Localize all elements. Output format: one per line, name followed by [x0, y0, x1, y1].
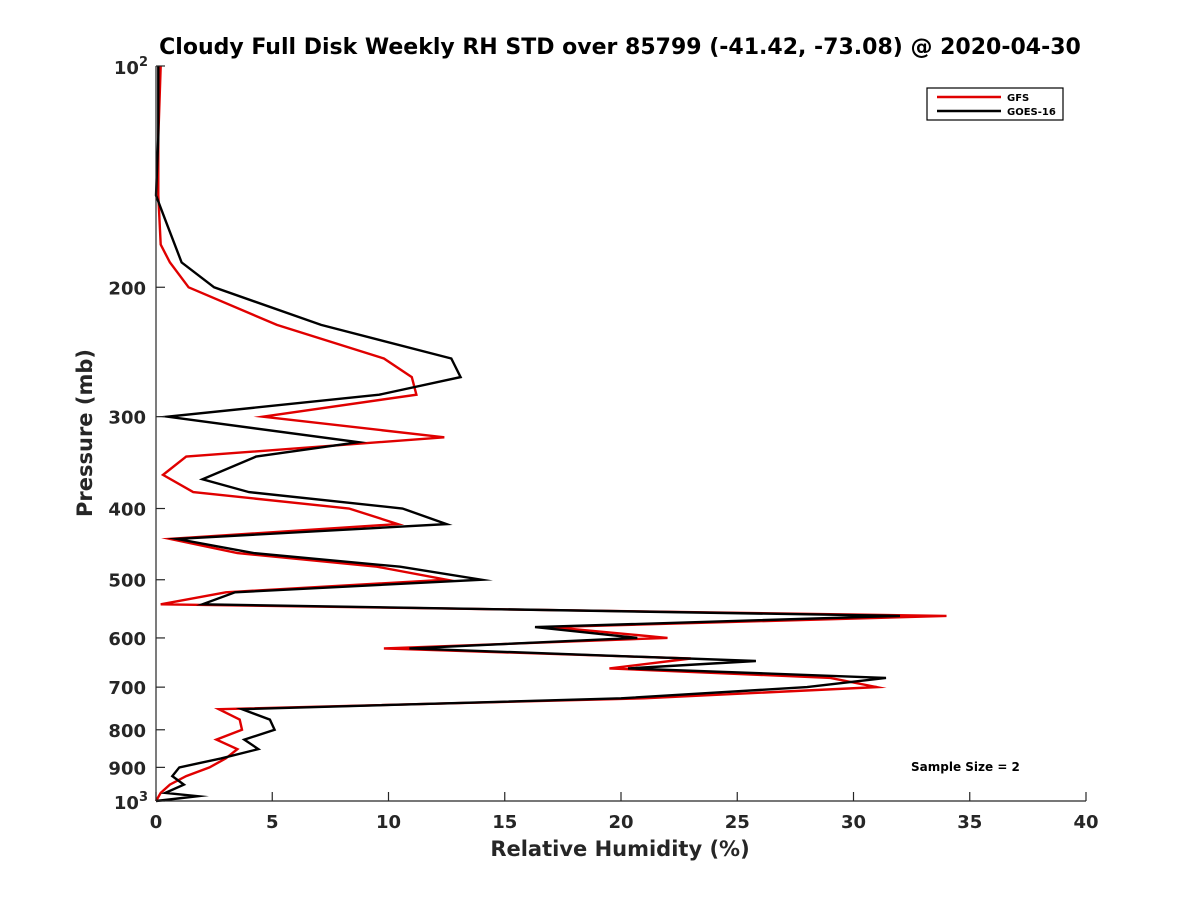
series-line-gfs [154, 65, 947, 802]
x-axis-label: Relative Humidity (%) [490, 837, 749, 861]
x-tick-label: 15 [492, 812, 517, 833]
y-axis-label: Pressure (mb) [73, 349, 97, 517]
y-tick-label: 103 [114, 790, 148, 814]
x-tick-label: 0 [150, 812, 163, 833]
x-tick-label: 25 [725, 812, 750, 833]
x-tick-label: 20 [608, 812, 633, 833]
x-tick-label: 30 [841, 812, 866, 833]
axes-layer: 0 5 10 15 20 25 30 35 40 102 200 300 400 500 600 700 800… [108, 55, 1098, 833]
legend: GFS GOES-16 [926, 87, 1064, 121]
y-tick-label: 200 [108, 278, 146, 299]
y-tick-label: 300 [108, 408, 146, 429]
legend-label: GOES-16 [1007, 107, 1056, 118]
x-tick-label: 5 [266, 812, 279, 833]
chart-title: Cloudy Full Disk Weekly RH STD over 8579… [159, 35, 1081, 60]
y-tick-label: 800 [108, 721, 146, 742]
legend-box [926, 87, 1064, 121]
y-tick-label: 500 [108, 571, 146, 592]
y-tick-label: 900 [108, 758, 146, 779]
series-layer [154, 65, 947, 803]
y-tick-label: 102 [114, 55, 148, 79]
series-line-goes-16 [154, 66, 901, 803]
x-tick-label: 40 [1073, 812, 1098, 833]
sample-size-annotation: Sample Size = 2 [911, 760, 1020, 774]
y-tick-label: 600 [108, 629, 146, 650]
legend-label: GFS [1007, 93, 1029, 104]
x-tick-label: 35 [957, 812, 982, 833]
x-tick-label: 10 [376, 812, 401, 833]
y-tick-label: 700 [108, 678, 146, 699]
y-tick-label: 400 [108, 500, 146, 521]
